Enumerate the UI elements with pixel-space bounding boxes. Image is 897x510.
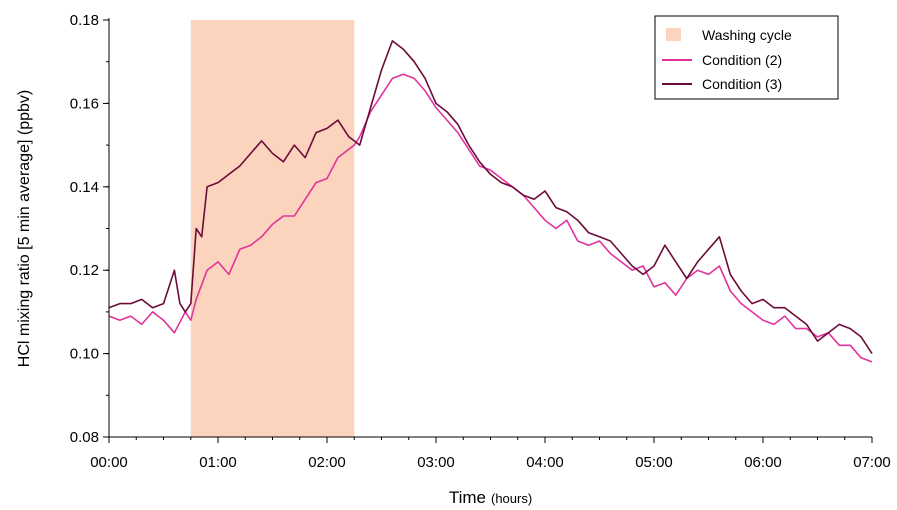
- washing-cycle-region: [190, 20, 355, 437]
- y-axis-title: HCl mixing ratio [5 min average] (ppbv): [16, 90, 33, 367]
- legend-label-washing-cycle: Washing cycle: [702, 27, 792, 43]
- series-line-condition-3: [108, 40, 873, 355]
- legend-label-condition-3: Condition (3): [702, 76, 782, 92]
- x-tick-label: 03:00: [417, 454, 455, 471]
- y-tick-label: 0.12: [70, 262, 99, 279]
- legend: Washing cycle Condition (2) Condition (3…: [654, 15, 839, 100]
- x-axis-title-main: Time: [449, 488, 486, 507]
- x-axis-title: Time (hours): [449, 488, 532, 507]
- x-tick-label: 06:00: [744, 454, 782, 471]
- y-tick-label: 0.08: [70, 429, 99, 446]
- legend-swatch-washing-cycle: [666, 28, 681, 41]
- y-tick-label: 0.16: [70, 95, 99, 112]
- legend-label-condition-2: Condition (2): [702, 52, 782, 68]
- x-tick-label: 00:00: [90, 454, 128, 471]
- y-tick-label: 0.18: [70, 12, 99, 29]
- legend-box: [654, 15, 839, 100]
- x-tick-label: 05:00: [635, 454, 673, 471]
- x-tick-label: 02:00: [308, 454, 346, 471]
- x-axis-title-unit: (hours): [491, 491, 532, 506]
- x-tick-label: 04:00: [526, 454, 564, 471]
- x-tick-label: 01:00: [199, 454, 237, 471]
- x-tick-label: 07:00: [853, 454, 891, 471]
- y-tick-label: 0.10: [70, 346, 99, 363]
- series-line-condition-2: [108, 73, 873, 363]
- y-tick-label: 0.14: [70, 179, 99, 196]
